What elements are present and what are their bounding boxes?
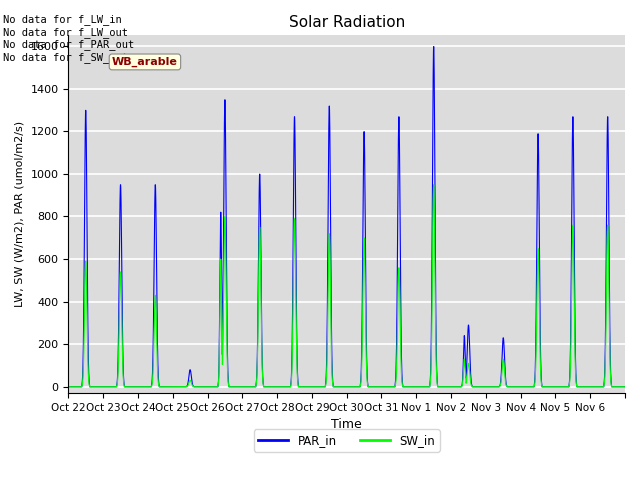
PAR_in bbox=[161, 384, 168, 390]
PAR_in bbox=[430, 44, 438, 49]
SW_in bbox=[65, 384, 72, 390]
Line: PAR_in: PAR_in bbox=[68, 47, 625, 387]
PAR_in bbox=[476, 384, 484, 390]
PAR_in bbox=[492, 384, 500, 390]
SW_in bbox=[621, 384, 629, 390]
SW_in bbox=[436, 384, 444, 390]
SW_in bbox=[500, 365, 508, 371]
Title: Solar Radiation: Solar Radiation bbox=[289, 15, 405, 30]
Line: SW_in: SW_in bbox=[68, 185, 625, 387]
PAR_in bbox=[424, 384, 432, 390]
SW_in bbox=[430, 182, 438, 188]
Text: No data for f_LW_in
No data for f_LW_out
No data for f_PAR_out
No data for f_SW_: No data for f_LW_in No data for f_LW_out… bbox=[3, 14, 134, 63]
Legend: PAR_in, SW_in: PAR_in, SW_in bbox=[254, 429, 440, 452]
PAR_in bbox=[65, 384, 72, 390]
Y-axis label: LW, SW (W/m2), PAR (umol/m2/s): LW, SW (W/m2), PAR (umol/m2/s) bbox=[15, 121, 25, 307]
X-axis label: Time: Time bbox=[332, 419, 362, 432]
SW_in bbox=[476, 384, 484, 390]
PAR_in bbox=[436, 384, 444, 390]
SW_in bbox=[161, 384, 168, 390]
PAR_in bbox=[500, 351, 508, 357]
SW_in bbox=[492, 384, 500, 390]
SW_in bbox=[424, 384, 432, 390]
PAR_in bbox=[621, 384, 629, 390]
Text: WB_arable: WB_arable bbox=[112, 57, 178, 67]
